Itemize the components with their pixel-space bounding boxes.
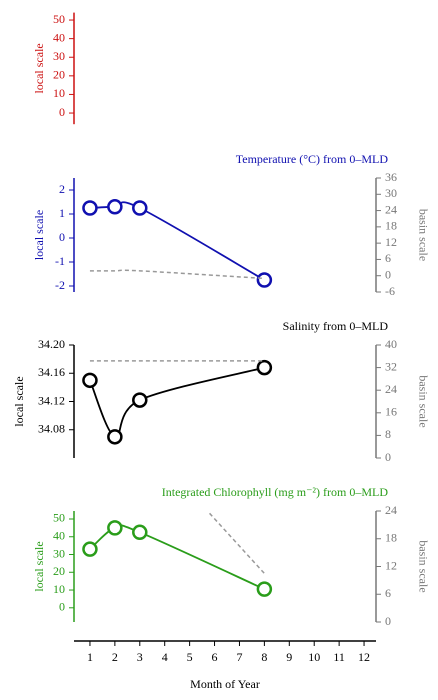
- y2-tick-label: 12: [385, 235, 397, 249]
- y2-tick-label: 32: [385, 359, 397, 373]
- y2-tick-label: 0: [385, 614, 391, 628]
- y-tick-label: 40: [53, 30, 65, 44]
- x-tick-label: 6: [212, 650, 218, 664]
- y-axis-label: local scale: [12, 376, 26, 426]
- x-axis-label: Month of Year: [190, 677, 260, 691]
- x-tick-label: 2: [112, 650, 118, 664]
- y2-tick-label: 18: [385, 219, 397, 233]
- y2-axis-label: basin scale: [416, 209, 430, 261]
- y-tick-label: -1: [55, 254, 65, 268]
- y-tick-label: 0: [59, 230, 65, 244]
- x-tick-label: 8: [261, 650, 267, 664]
- y-tick-label: 50: [53, 511, 65, 525]
- y2-tick-label: 40: [385, 337, 397, 351]
- local-point: [256, 359, 273, 376]
- y-tick-label: 34.16: [38, 365, 65, 379]
- x-tick-label: 5: [187, 650, 193, 664]
- y2-tick-label: 16: [385, 405, 397, 419]
- x-tick-label: 1: [87, 650, 93, 664]
- local-point: [256, 272, 273, 288]
- y-tick-label: 10: [53, 582, 65, 596]
- y-tick-label: 40: [53, 529, 65, 543]
- y-tick-label: 30: [53, 49, 65, 63]
- x-tick-label: 10: [308, 650, 320, 664]
- local-line: [89, 524, 265, 590]
- local-point: [107, 199, 123, 215]
- panel-title: Temperature (°C) from 0–MLD: [236, 152, 389, 166]
- y2-tick-label: 6: [385, 586, 391, 600]
- y2-axis-label: basin scale: [416, 375, 430, 427]
- panel-title: Integrated Chlorophyll (mg m⁻²) from 0–M…: [162, 485, 389, 499]
- x-tick-label: 4: [162, 650, 168, 664]
- y-tick-label: 30: [53, 546, 65, 560]
- x-tick-label: 7: [236, 650, 242, 664]
- y-tick-label: 50: [53, 12, 65, 26]
- y-tick-label: 0: [59, 105, 65, 119]
- y-axis-label: local scale: [32, 541, 46, 591]
- y2-tick-label: 30: [385, 186, 397, 200]
- y-tick-label: 34.20: [38, 337, 65, 351]
- y-tick-label: 34.12: [38, 393, 65, 407]
- local-point: [256, 581, 273, 597]
- local-point: [82, 541, 98, 557]
- basin-line: [89, 269, 265, 280]
- y2-tick-label: 6: [385, 251, 391, 265]
- x-tick-label: 9: [286, 650, 292, 664]
- y2-tick-label: 24: [385, 503, 397, 517]
- y-axis-label: local scale: [32, 43, 46, 93]
- y-axis-label: local scale: [32, 210, 46, 260]
- x-tick-label: 11: [333, 650, 345, 664]
- y-tick-label: 20: [53, 68, 65, 82]
- y2-tick-label: -6: [385, 284, 395, 298]
- y-tick-label: 0: [59, 600, 65, 614]
- y-tick-label: 34.08: [38, 422, 65, 436]
- local-line: [89, 366, 265, 438]
- y-tick-label: 2: [59, 182, 65, 196]
- y-tick-label: 10: [53, 86, 65, 100]
- y2-tick-label: 18: [385, 531, 397, 545]
- y2-tick-label: 8: [385, 427, 391, 441]
- local-point: [82, 372, 98, 389]
- y2-tick-label: 24: [385, 382, 397, 396]
- local-line: [89, 201, 265, 281]
- local-point: [132, 392, 148, 408]
- local-point: [82, 200, 98, 216]
- local-point: [132, 524, 148, 541]
- basin-line: [209, 512, 265, 574]
- y2-tick-label: 24: [385, 202, 397, 216]
- local-point: [107, 429, 123, 445]
- y-tick-label: -2: [55, 278, 65, 292]
- y-tick-label: 20: [53, 564, 65, 578]
- y2-tick-label: 12: [385, 558, 397, 572]
- panel-title: Salinity from 0–MLD: [283, 319, 389, 333]
- y2-tick-label: 0: [385, 267, 391, 281]
- local-point: [132, 200, 148, 216]
- y2-axis-label: basin scale: [416, 540, 430, 592]
- y2-tick-label: 0: [385, 450, 391, 464]
- x-tick-label: 12: [358, 650, 370, 664]
- local-point: [107, 520, 123, 536]
- x-tick-label: 3: [137, 650, 143, 664]
- y-tick-label: 1: [59, 206, 65, 220]
- y2-tick-label: 36: [385, 170, 397, 184]
